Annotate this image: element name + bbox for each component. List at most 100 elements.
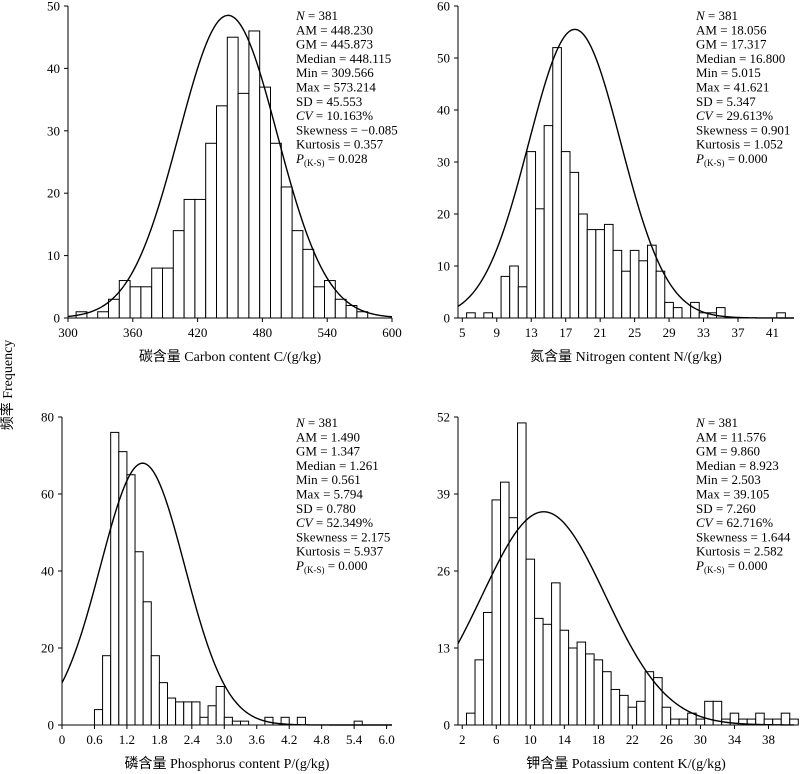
potassium-x-tick-label: 38 (762, 732, 775, 747)
phosphorus-stat-value: Kurtosis = 5.937 (296, 544, 384, 559)
carbon-stat-line: Max = 573.214 (296, 80, 376, 95)
phosphorus-bar (166, 697, 177, 726)
carbon-stat-line: GM = 445.873 (296, 37, 373, 52)
nitrogen-stat-value: Kurtosis = 1.052 (696, 137, 783, 152)
nitrogen-stat-line: P(K-S) = 0.000 (695, 151, 768, 168)
nitrogen-bar (578, 213, 588, 319)
carbon-stat-value: Kurtosis = 0.357 (296, 137, 384, 152)
carbon-bar (183, 198, 196, 319)
phosphorus-stat-line: Skewness = 2.175 (296, 529, 390, 544)
nitrogen-bar (509, 265, 519, 319)
carbon-stat-line: Min = 309.566 (296, 65, 374, 80)
nitrogen-x-tick-label: 25 (628, 325, 641, 340)
phosphorus-x-tick-label: 5.4 (346, 732, 363, 747)
potassium-bar (483, 611, 493, 726)
potassium-stat-line: P(K-S) = 0.000 (695, 558, 768, 575)
potassium-x-tick-label: 34 (728, 732, 742, 747)
potassium-bar (576, 641, 587, 726)
nitrogen-stat-subscript: (K-S) (704, 158, 725, 168)
nitrogen-y-tick-label: 10 (437, 259, 450, 274)
phosphorus-y-tick-label: 60 (41, 487, 54, 502)
potassium-bar (525, 558, 536, 726)
carbon-stat-value: SD = 45.553 (296, 94, 362, 109)
carbon-x-tick-label: 420 (188, 325, 208, 340)
carbon-stat-line: P(K-S) = 0.028 (295, 151, 368, 168)
potassium-x-tick-label: 26 (660, 732, 674, 747)
nitrogen-stat-key: N (695, 8, 706, 23)
nitrogen-bar (517, 286, 528, 319)
potassium-stat-key: CV (696, 515, 715, 530)
nitrogen-bar (776, 312, 786, 319)
phosphorus-stat-value: Min = 0.561 (296, 472, 361, 487)
carbon-stat-line: Kurtosis = 0.357 (296, 137, 384, 152)
phosphorus-x-tick-label: 1.2 (119, 732, 135, 747)
potassium-bar (670, 718, 680, 726)
potassium-bar (593, 659, 604, 726)
phosphorus-bar (240, 720, 250, 726)
carbon-stat-line: SD = 45.553 (296, 94, 362, 109)
nitrogen-bar (647, 244, 657, 319)
carbon-bar (280, 186, 293, 319)
nitrogen-stat-line: Median = 16.800 (696, 51, 785, 66)
carbon-stat-line: Skewness = −0.085 (296, 122, 398, 137)
potassium-x-tick-label: 22 (626, 732, 639, 747)
nitrogen-stat-value: AM = 18.056 (696, 22, 767, 37)
nitrogen-bar (586, 229, 597, 319)
potassium-stat-line: Min = 2.503 (696, 472, 761, 487)
phosphorus-bar (110, 431, 120, 726)
phosphorus-bar (150, 655, 160, 726)
potassium-x-tick-label: 30 (694, 732, 707, 747)
phosphorus-stat-line: Kurtosis = 5.937 (296, 544, 384, 559)
carbon-bar (226, 36, 239, 319)
nitrogen-stat-value: = 0.000 (724, 151, 767, 166)
potassium-bar (636, 700, 646, 726)
potassium-bar (568, 647, 578, 726)
shared-y-axis-label: 频率 Frequency (0, 340, 16, 431)
nitrogen-bar (526, 151, 537, 319)
nitrogen-stat-line: SD = 5.347 (696, 94, 756, 109)
potassium-bar (500, 481, 510, 726)
phosphorus-bar (183, 701, 193, 726)
nitrogen-stat-value: Median = 16.800 (696, 51, 785, 66)
phosphorus-stat-line: CV = 52.349% (296, 515, 373, 530)
potassium-bar (551, 582, 561, 726)
carbon-bar (313, 286, 326, 319)
potassium-stat-key: N (695, 415, 706, 430)
carbon-bar (334, 298, 347, 319)
carbon-stat-value: GM = 445.873 (296, 37, 373, 52)
potassium-bar (789, 718, 799, 726)
potassium-stat-subscript: (K-S) (704, 565, 725, 575)
carbon-x-tick-label: 540 (317, 325, 337, 340)
carbon-stat-value: = 10.163% (313, 108, 374, 123)
carbon-stat-key: N (295, 8, 306, 23)
phosphorus-stat-value: = 381 (305, 415, 338, 430)
carbon-x-axis-label: 碳含量 Carbon content C/(g/kg) (139, 349, 322, 365)
potassium-bar (780, 712, 791, 726)
carbon-bar (194, 198, 207, 319)
nitrogen-bars (466, 47, 786, 319)
carbon-stat-value: Min = 309.566 (296, 65, 374, 80)
potassium-bar (661, 706, 672, 726)
carbon-stat-value: = 381 (305, 8, 338, 23)
carbon-bar (324, 280, 336, 319)
carbon-y-tick-label: 10 (47, 248, 60, 263)
nitrogen-stat-line: Max = 41.621 (696, 80, 769, 95)
phosphorus-stat-value: AM = 1.490 (296, 429, 360, 444)
potassium-bar (678, 718, 689, 726)
carbon-panel: 300 360 420 480 540 600 0 10 20 30 40 50 碳含量 Carbon … (47, 0, 402, 365)
nitrogen-bar (672, 307, 683, 319)
potassium-bar (491, 499, 502, 726)
phosphorus-stat-line: Min = 0.561 (296, 472, 361, 487)
potassium-x-axis-label: 钾含量 Potassium content K/(g/kg) (526, 756, 726, 772)
potassium-stat-value: Skewness = 1.644 (696, 529, 791, 544)
phosphorus-bar (175, 701, 185, 726)
carbon-stat-key: P (295, 151, 304, 166)
phosphorus-bar (118, 451, 128, 726)
nitrogen-bar (612, 249, 623, 319)
nitrogen-stat-value: GM = 17.317 (696, 37, 767, 52)
potassium-y-tick-label: 52 (437, 410, 450, 425)
nitrogen-x-tick-label: 9 (494, 325, 501, 340)
potassium-bar (755, 712, 765, 726)
